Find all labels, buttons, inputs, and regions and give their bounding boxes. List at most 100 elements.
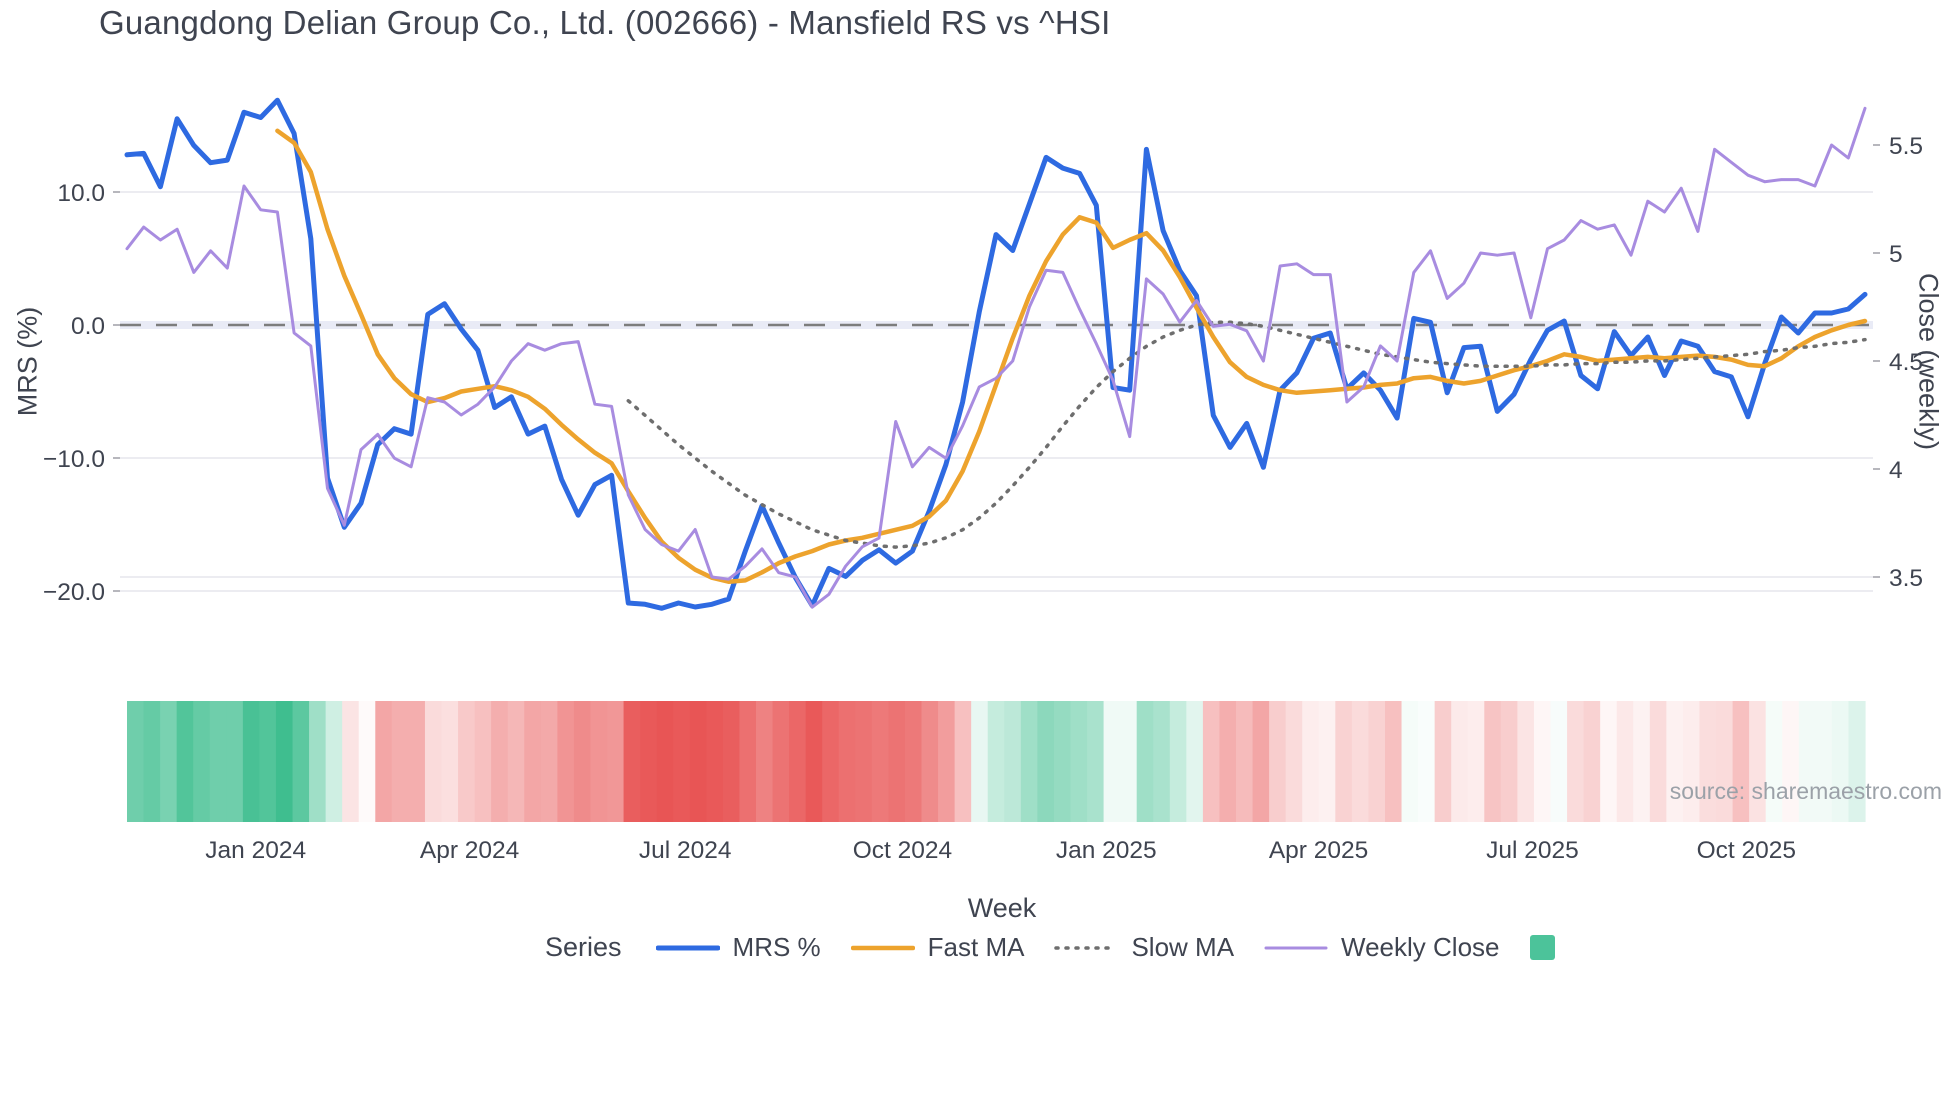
heatmap-week-cell [706, 701, 724, 822]
heatmap-week-cell [1583, 701, 1601, 822]
legend-item-label: MRS % [732, 932, 821, 962]
legend-item-heatmap[interactable] [1529, 935, 1555, 960]
heatmap-week-cell [342, 701, 360, 822]
heatmap-week-cell [822, 701, 840, 822]
source-credit: source: sharemaestro.com [1669, 778, 1942, 804]
y-axis-label-right: Close (weekly) [1913, 272, 1944, 451]
heatmap-week-cell [1517, 701, 1535, 822]
heatmap-week-cell [1782, 701, 1800, 822]
heatmap-week-cell [1120, 701, 1138, 822]
y-axis-tick-right: 3.5 [1889, 565, 1923, 592]
heatmap-week-cell [1020, 701, 1038, 822]
legend-item-weekly-close[interactable]: Weekly Close [1264, 932, 1500, 963]
y-axis-label-left: MRS (%) [12, 306, 43, 417]
x-axis-tick: Jul 2025 [1486, 837, 1579, 864]
x-axis-tick: Jul 2024 [639, 837, 732, 864]
heatmap-week-cell [1633, 701, 1651, 822]
chart-title: Guangdong Delian Group Co., Ltd. (002666… [99, 4, 1111, 41]
y-axis-tick-right: 4.5 [1889, 349, 1923, 376]
y-axis-tick-right: 5 [1889, 241, 1903, 268]
heatmap-week-cell [557, 701, 575, 822]
heatmap-week-cell [1749, 701, 1767, 822]
heatmap-week-cell [408, 701, 426, 822]
heatmap-week-cell [1600, 701, 1618, 822]
y-axis-tick-right: 5.5 [1889, 133, 1923, 160]
mrs--line [124, 97, 1868, 611]
heatmap-week-cell [855, 701, 873, 822]
legend-title: Series [545, 932, 622, 962]
heatmap-week-cell [1169, 701, 1187, 822]
heatmap-week-cell [1351, 701, 1370, 822]
heatmap-week-cell [573, 701, 592, 822]
heatmap-week-cell [1550, 701, 1568, 822]
legend-line-swatch [850, 945, 915, 950]
heatmap-week-cell [143, 701, 161, 822]
heatmap-week-cell [1616, 701, 1634, 822]
heatmap-week-cell [1186, 701, 1204, 822]
legend-item-label: Slow MA [1131, 932, 1235, 962]
heatmap-week-cell [1666, 701, 1684, 822]
heatmap-week-cell [242, 701, 261, 822]
heatmap-week-cell [1219, 701, 1237, 822]
heatmap-week-cell [640, 701, 658, 822]
heatmap-week-cell [176, 701, 194, 822]
legend-square-swatch [1529, 935, 1555, 960]
x-axis-tick: Jan 2024 [205, 837, 306, 864]
slow-ma-line [626, 320, 1867, 549]
heatmap-week-cell [1202, 701, 1221, 822]
y-axis-tick-left: 10.0 [57, 180, 105, 207]
heatmap-week-cell [524, 701, 542, 822]
heatmap-week-cell [1302, 701, 1320, 822]
legend-item-mrs-[interactable]: MRS % [655, 932, 821, 963]
heatmap-week-cell [607, 701, 625, 822]
x-axis-tick: Oct 2025 [1697, 837, 1796, 864]
heatmap-week-cell [127, 701, 145, 822]
heatmap-week-cell [1682, 701, 1701, 822]
heatmap-week-cell [1087, 701, 1105, 822]
heatmap-week-cell [540, 701, 558, 822]
legend-line-swatch [1264, 946, 1328, 949]
heatmap-week-cell [491, 701, 509, 822]
heatmap-week-cell [805, 701, 823, 822]
heatmap-week-cell [1567, 701, 1585, 822]
legend-item-fast-ma[interactable]: Fast MA [850, 932, 1025, 963]
heatmap-week-cell [292, 701, 310, 822]
heatmap-week-cell [1716, 701, 1734, 822]
heatmap-week-cell [1384, 701, 1403, 822]
heatmap-week-cell [656, 701, 674, 822]
heatmap-week-cell [1451, 701, 1469, 822]
heatmap-week-cell [193, 701, 211, 822]
heatmap-week-cell [1434, 701, 1452, 822]
heatmap-week-cell [1153, 701, 1171, 822]
heatmap-week-cell [1269, 701, 1287, 822]
heatmap-week-cell [673, 701, 691, 822]
legend-item-slow-ma[interactable]: Slow MA [1054, 932, 1234, 963]
heatmap-week-cell [1136, 701, 1154, 822]
heatmap-week-cell [739, 701, 757, 822]
heatmap-week-cell [1037, 701, 1055, 822]
heatmap-week-cell [275, 701, 294, 822]
y-axis-tick-right: 4 [1889, 457, 1903, 484]
heatmap-week-cell [987, 701, 1005, 822]
heatmap-week-cell [789, 701, 807, 822]
heatmap-week-cell [1533, 701, 1552, 822]
x-axis-tick: Jan 2025 [1056, 837, 1157, 864]
heatmap-week-cell [1401, 701, 1419, 822]
heatmap-week-cell [904, 701, 923, 822]
heatmap-week-cell [1285, 701, 1303, 822]
legend-line-swatch [1054, 945, 1119, 950]
heatmap-week-cell [507, 701, 525, 822]
heatmap-week-cell [1368, 701, 1386, 822]
heatmap-week-cell [358, 701, 376, 822]
heatmap-week-cell [325, 701, 343, 822]
heatmap-week-cell [971, 701, 989, 822]
legend-line-swatch [655, 945, 720, 950]
heatmap-week-cell [424, 701, 443, 822]
y-axis-tick-left: 0.0 [71, 313, 105, 340]
heatmap-week-cell [772, 701, 790, 822]
legend-item-label: Weekly Close [1341, 932, 1500, 962]
legend-item-label: Fast MA [927, 932, 1025, 962]
fast-ma-line [275, 128, 1868, 584]
heatmap-week-cell [1484, 701, 1502, 822]
